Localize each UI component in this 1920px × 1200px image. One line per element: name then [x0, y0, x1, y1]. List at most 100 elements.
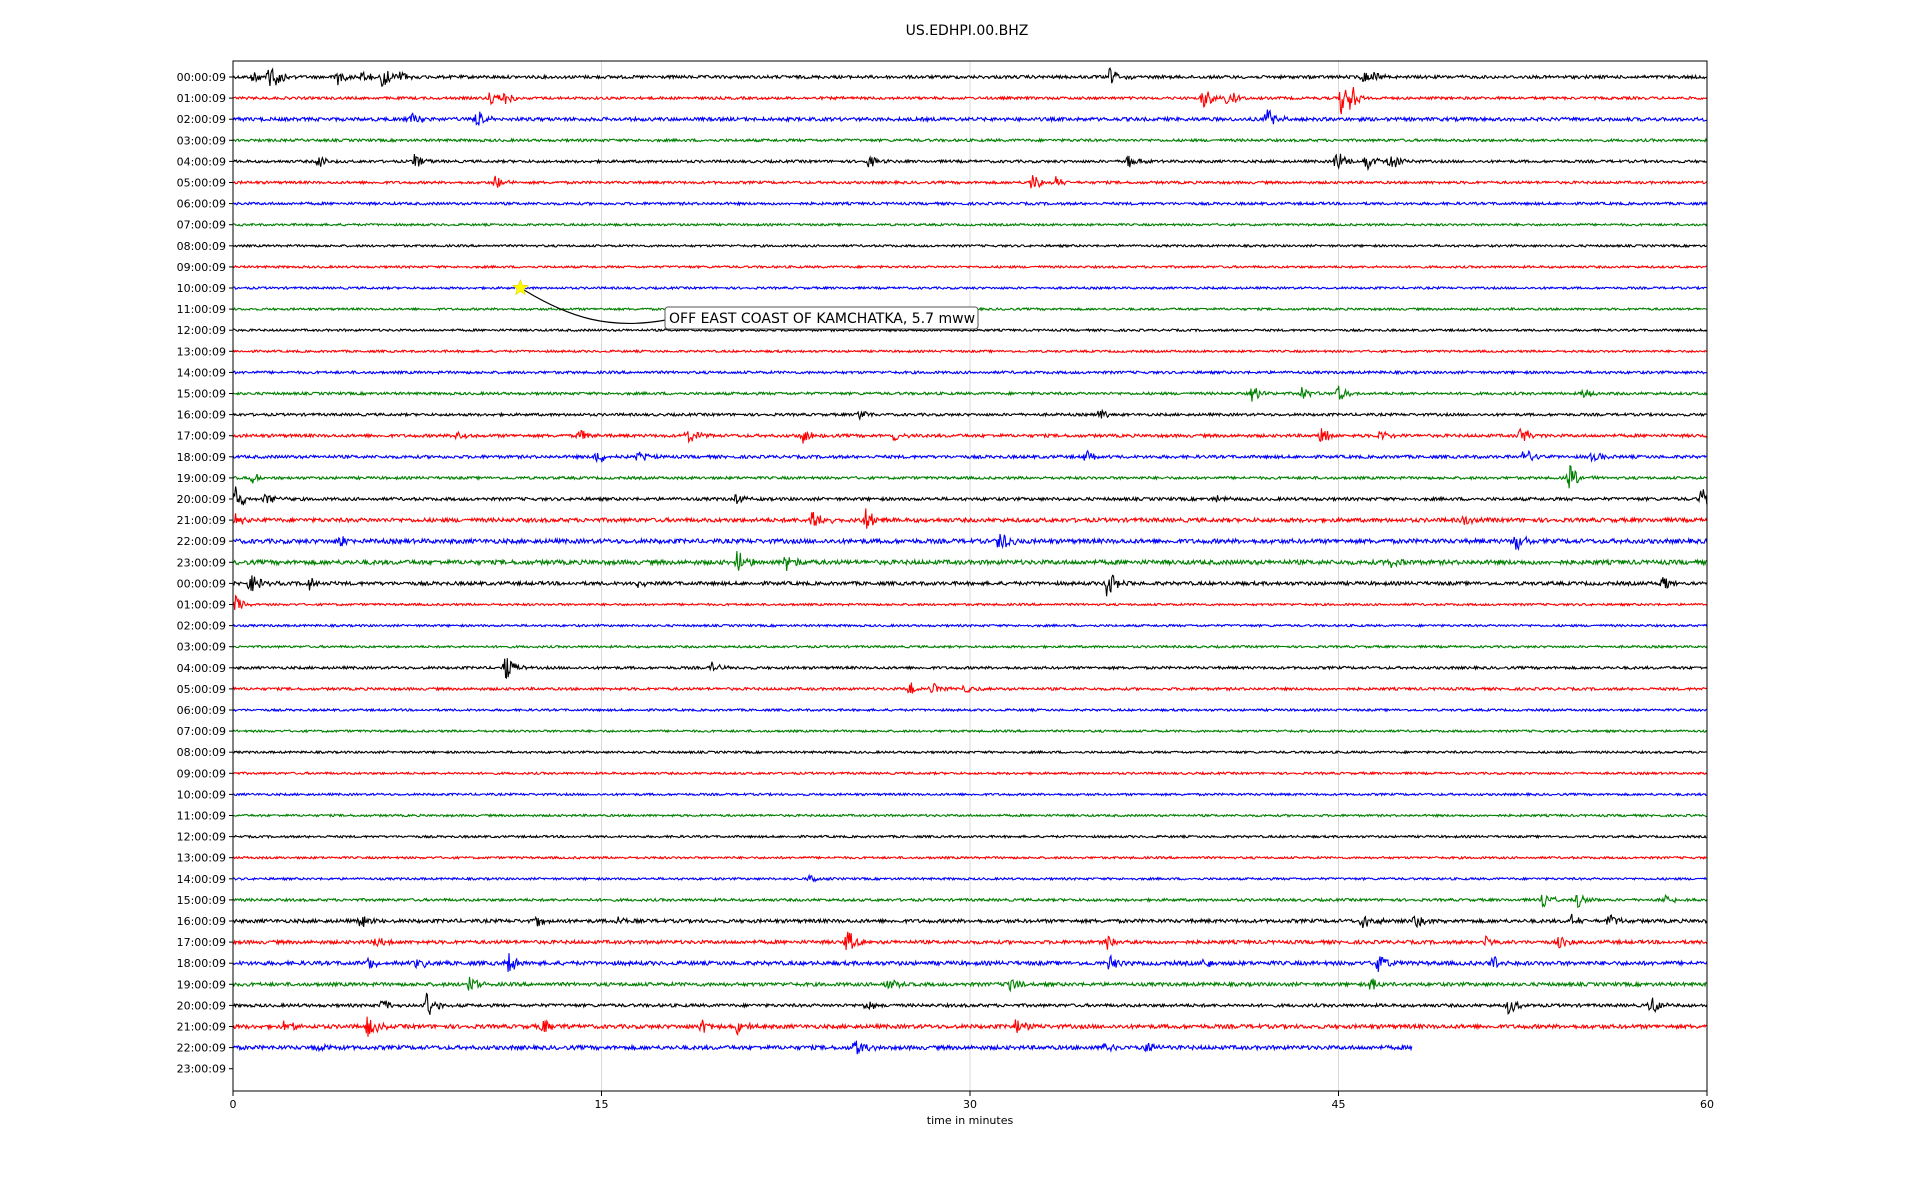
trace-line [232, 153, 1708, 172]
row-time-label: 03:00:09 [177, 134, 226, 147]
trace-line [232, 327, 1708, 333]
trace-line [232, 953, 1708, 973]
trace-line [232, 486, 1708, 506]
row-time-label: 08:00:09 [177, 240, 226, 253]
trace-line [232, 508, 1708, 529]
trace-line [232, 976, 1708, 993]
x-tick-label: 15 [595, 1098, 609, 1111]
x-tick-label: 30 [963, 1098, 977, 1111]
event-star-marker [512, 279, 529, 296]
row-time-label: 15:00:09 [177, 894, 226, 907]
row-time-label: 02:00:09 [177, 113, 226, 126]
row-time-label: 00:00:09 [177, 577, 226, 590]
row-time-label: 08:00:09 [177, 746, 226, 759]
trace-line [232, 791, 1707, 797]
trace-line [232, 913, 1708, 929]
row-time-label: 13:00:09 [177, 852, 226, 865]
trace-line [232, 533, 1708, 551]
row-time-label: 19:00:09 [177, 978, 226, 991]
row-time-label: 04:00:09 [177, 662, 226, 675]
annotation-box [664, 306, 979, 330]
trace-line [232, 873, 1708, 883]
trace-line [232, 87, 1708, 115]
x-axis-label: time in minutes [927, 1114, 1014, 1127]
row-time-label: 07:00:09 [177, 219, 226, 232]
trace-line [232, 175, 1708, 189]
row-time-label: 03:00:09 [177, 641, 226, 654]
trace-line [232, 644, 1708, 650]
row-time-label: 11:00:09 [177, 303, 226, 316]
row-time-label: 14:00:09 [177, 366, 226, 379]
row-time-label: 16:00:09 [177, 409, 226, 422]
trace-line [232, 222, 1708, 228]
trace-layer [232, 67, 1708, 1055]
row-time-label: 14:00:09 [177, 873, 226, 886]
row-time-label: 17:00:09 [177, 936, 226, 949]
trace-line [232, 992, 1708, 1015]
row-time-label: 22:00:09 [177, 535, 226, 548]
x-tick-label: 60 [1700, 1098, 1714, 1111]
row-time-label: 21:00:09 [177, 514, 226, 527]
row-time-label: 07:00:09 [177, 725, 226, 738]
trace-line [232, 749, 1708, 755]
row-time-label: 20:00:09 [177, 493, 226, 506]
trace-line [232, 369, 1707, 376]
event-annotation-layer: OFF EAST COAST OF KAMCHATKA, 5.7 mww [512, 279, 979, 330]
row-time-label: 17:00:09 [177, 430, 226, 443]
trace-line [232, 264, 1707, 270]
row-time-label: 21:00:09 [177, 1021, 226, 1034]
trace-line [232, 464, 1708, 489]
trace-line [232, 707, 1708, 713]
trace-line [232, 137, 1708, 144]
trace-line [232, 285, 1708, 291]
row-time-label: 15:00:09 [177, 388, 226, 401]
x-axis-ticks: 0 15 30 45 60 [230, 1091, 1714, 1111]
row-time-label: 23:00:09 [177, 556, 226, 569]
row-time-label: 18:00:09 [177, 957, 226, 970]
grid-lines [601, 61, 1339, 1091]
row-time-label: 10:00:09 [177, 788, 226, 801]
trace-line [232, 813, 1707, 819]
trace-line [232, 594, 1708, 611]
trace-line [232, 855, 1707, 861]
trace-line [232, 574, 1708, 597]
row-time-label: 12:00:09 [177, 831, 226, 844]
trace-line [232, 1040, 1413, 1055]
row-time-label: 11:00:09 [177, 810, 226, 823]
trace-line [232, 200, 1708, 207]
row-time-label: 01:00:09 [177, 92, 226, 105]
chart-title: US.EDHPI.00.BHZ [906, 23, 1029, 39]
row-time-label: 12:00:09 [177, 324, 226, 337]
trace-line [232, 623, 1708, 629]
trace-line [232, 893, 1708, 909]
row-time-label: 00:00:09 [177, 71, 226, 84]
trace-line [232, 449, 1707, 464]
x-tick-label: 0 [230, 1098, 237, 1111]
trace-line [232, 931, 1708, 950]
row-time-label: 13:00:09 [177, 345, 226, 358]
row-time-label: 01:00:09 [177, 599, 226, 612]
x-tick-label: 45 [1332, 1098, 1346, 1111]
annotation-text: OFF EAST COAST OF KAMCHATKA, 5.7 mww [669, 311, 975, 327]
row-time-label: 05:00:09 [177, 683, 226, 696]
row-time-label: 06:00:09 [177, 198, 226, 211]
trace-line [232, 1016, 1707, 1037]
row-time-labels: 00:00:09 01:00:09 02:00:09 03:00:09 04:00:09… [177, 71, 233, 1076]
row-time-label: 20:00:09 [177, 999, 226, 1012]
row-time-label: 18:00:09 [177, 451, 226, 464]
trace-line [232, 658, 1708, 680]
trace-line [232, 109, 1708, 126]
plot-frame [232, 60, 1708, 1092]
row-time-label: 09:00:09 [177, 767, 226, 780]
row-time-label: 09:00:09 [177, 261, 226, 274]
row-time-label: 22:00:09 [177, 1042, 226, 1055]
row-time-label: 19:00:09 [177, 472, 226, 485]
row-time-label: 05:00:09 [177, 177, 226, 190]
trace-line [232, 770, 1708, 776]
trace-line [232, 67, 1708, 87]
row-time-label: 10:00:09 [177, 282, 226, 295]
row-time-label: 23:00:09 [177, 1063, 226, 1076]
row-time-label: 04:00:09 [177, 155, 226, 168]
trace-line [232, 408, 1707, 422]
trace-line [232, 682, 1708, 694]
